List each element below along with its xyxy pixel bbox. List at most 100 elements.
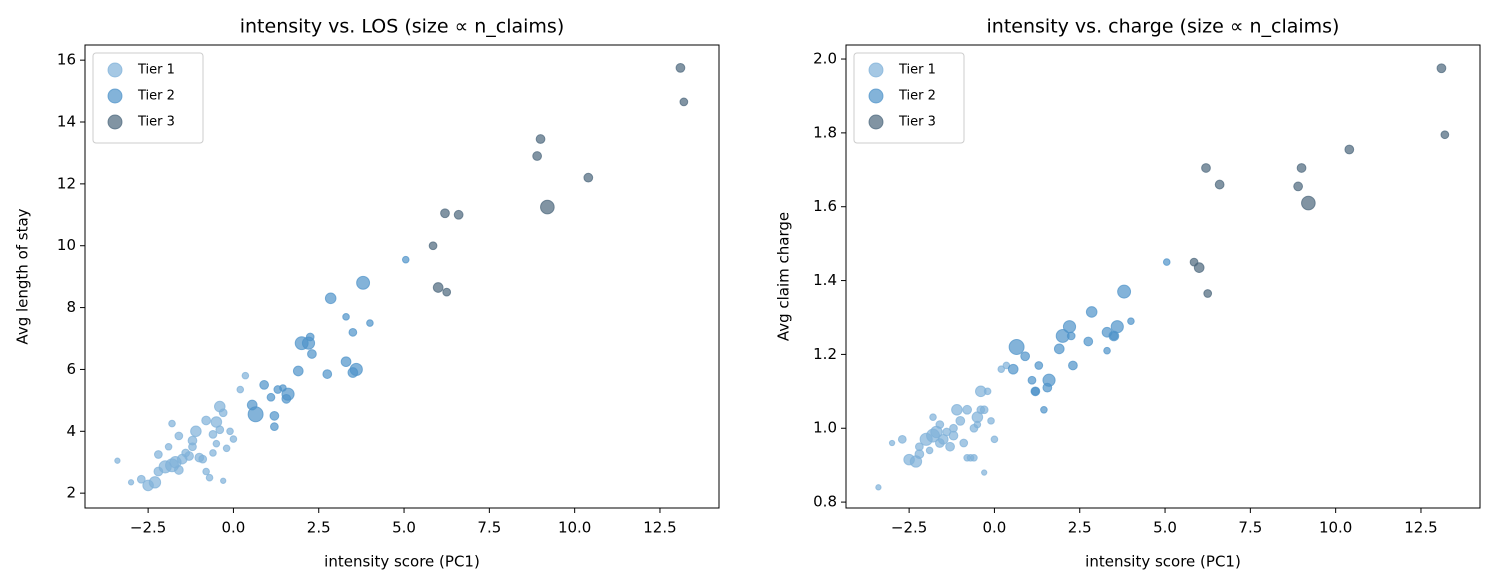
point xyxy=(198,454,208,464)
point xyxy=(1103,346,1111,355)
y-tick-label: 1.8 xyxy=(813,123,837,141)
point xyxy=(1117,284,1132,299)
y-tick-label: 1.6 xyxy=(813,197,837,215)
legend-marker xyxy=(107,62,123,78)
point xyxy=(973,420,982,429)
point xyxy=(1007,363,1019,375)
point xyxy=(356,275,371,290)
legend-marker xyxy=(107,114,123,130)
legend-marker xyxy=(868,114,884,130)
point xyxy=(440,208,450,219)
point xyxy=(1042,382,1053,393)
chart-title: intensity vs. LOS (size ∝ n_claims) xyxy=(240,16,565,38)
point xyxy=(236,385,245,394)
y-axis-label: Avg claim charge xyxy=(775,212,793,341)
point xyxy=(432,282,444,293)
point xyxy=(340,356,352,368)
point xyxy=(226,427,234,436)
point xyxy=(888,439,896,447)
x-tick-label: 5.0 xyxy=(1153,519,1177,537)
point xyxy=(1203,289,1213,298)
y-tick-label: 6 xyxy=(66,360,76,378)
plot-frame xyxy=(845,44,1481,509)
y-tick-label: 0.8 xyxy=(813,493,837,511)
point xyxy=(583,172,594,183)
point xyxy=(442,287,452,297)
point xyxy=(136,474,146,484)
point xyxy=(153,450,163,459)
point xyxy=(229,435,238,443)
x-tick-label: −2.5 xyxy=(130,519,166,537)
point xyxy=(247,406,264,423)
point xyxy=(1020,351,1031,362)
point xyxy=(1301,195,1316,211)
point xyxy=(1162,258,1171,266)
point xyxy=(929,413,937,421)
point xyxy=(875,484,882,491)
legend-marker xyxy=(868,62,884,78)
point xyxy=(322,369,333,379)
point xyxy=(979,405,989,415)
x-tick-label: 5.0 xyxy=(392,519,416,537)
legend-label: Tier 1 xyxy=(137,63,175,78)
legend-label: Tier 2 xyxy=(898,89,936,104)
point xyxy=(1085,306,1098,318)
point xyxy=(187,435,198,446)
point xyxy=(1293,181,1304,192)
point xyxy=(1053,343,1065,355)
point xyxy=(945,441,955,452)
legend-marker xyxy=(107,88,123,104)
x-axis-label: intensity score (PC1) xyxy=(324,553,480,571)
x-tick-label: −2.5 xyxy=(891,519,927,537)
point xyxy=(164,442,173,451)
point xyxy=(241,371,250,380)
point xyxy=(292,365,304,377)
x-tick-label: 7.5 xyxy=(477,519,501,537)
point xyxy=(1034,361,1044,370)
point xyxy=(1031,386,1040,396)
point xyxy=(348,327,358,337)
point xyxy=(222,444,231,453)
point xyxy=(1108,330,1120,342)
point xyxy=(981,469,988,476)
point xyxy=(342,313,350,321)
chart-title: intensity vs. charge (size ∝ n_claims) xyxy=(987,16,1340,38)
point xyxy=(955,415,966,426)
point xyxy=(324,292,337,305)
point xyxy=(1193,262,1205,273)
point xyxy=(990,435,999,444)
y-tick-label: 10 xyxy=(57,236,76,254)
point xyxy=(366,319,374,327)
point xyxy=(294,336,309,351)
x-tick-label: 7.5 xyxy=(1238,519,1262,537)
plot-frame xyxy=(84,44,720,509)
y-tick-label: 8 xyxy=(66,298,76,316)
y-tick-label: 1.2 xyxy=(813,345,837,363)
legend-marker xyxy=(868,88,884,104)
legend-label: Tier 1 xyxy=(898,63,936,78)
point xyxy=(1296,163,1307,173)
point xyxy=(675,63,686,73)
point xyxy=(1214,179,1225,190)
point xyxy=(201,415,212,426)
point xyxy=(307,349,317,359)
point xyxy=(540,199,555,215)
point xyxy=(209,449,217,457)
y-tick-label: 4 xyxy=(66,422,76,440)
point xyxy=(951,403,963,416)
y-tick-label: 1.4 xyxy=(813,271,837,289)
point xyxy=(897,434,907,444)
legend-label: Tier 3 xyxy=(898,115,936,130)
x-tick-label: 10.0 xyxy=(1319,519,1352,537)
point xyxy=(190,425,202,438)
point xyxy=(970,453,978,462)
point xyxy=(114,457,121,464)
point xyxy=(168,419,176,428)
x-tick-label: 0.0 xyxy=(983,519,1007,537)
point xyxy=(1083,336,1094,347)
point xyxy=(679,97,689,107)
x-tick-label: 10.0 xyxy=(558,519,591,537)
point xyxy=(1040,405,1048,414)
y-tick-label: 14 xyxy=(57,113,76,131)
